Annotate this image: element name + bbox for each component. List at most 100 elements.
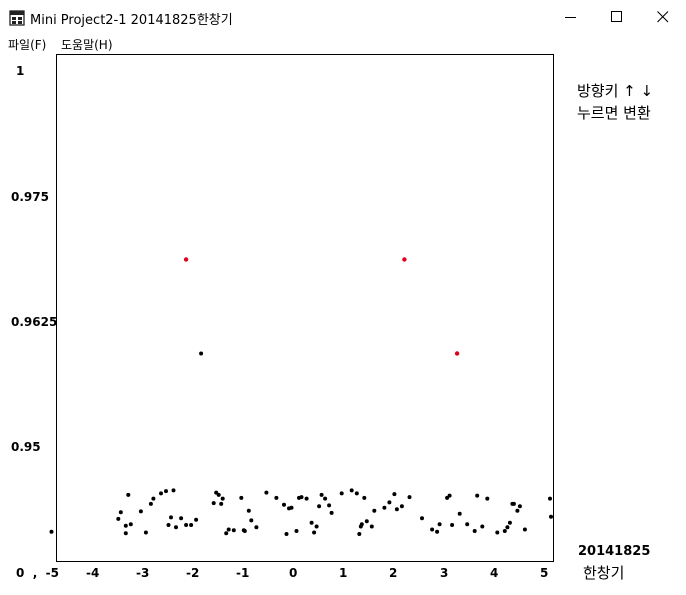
data-point (174, 525, 178, 530)
data-point (116, 516, 121, 521)
x-tick-label: -3 (136, 566, 150, 580)
data-point (339, 491, 344, 496)
data-point (327, 503, 332, 508)
data-point (171, 488, 176, 493)
data-point (126, 492, 131, 497)
data-point (159, 491, 163, 496)
data-point (485, 496, 490, 501)
data-point (189, 523, 194, 527)
data-point (354, 491, 359, 496)
data-point (211, 501, 216, 506)
student-id: 20141825 (578, 544, 651, 559)
data-point (372, 508, 377, 513)
plot-frame (56, 54, 554, 562)
data-point (495, 530, 500, 535)
data-point (246, 508, 251, 513)
data-point (394, 507, 399, 512)
data-point (399, 504, 404, 509)
highlight-point (402, 257, 407, 262)
data-point (118, 510, 123, 515)
data-point (329, 510, 334, 515)
data-point (314, 524, 319, 529)
data-point (138, 509, 143, 514)
data-point (179, 516, 184, 521)
data-point (224, 531, 229, 536)
data-point (407, 495, 412, 500)
student-name: 한창기 (583, 564, 625, 582)
data-point (472, 529, 477, 533)
data-point (392, 492, 397, 497)
window-title: Mini Project2-1 20141825한창기 (30, 13, 233, 28)
data-point (359, 522, 364, 527)
data-point (239, 495, 244, 500)
data-point (148, 501, 153, 506)
x-tick-label: 5 (540, 566, 549, 580)
highlight-point (454, 351, 460, 356)
y-tick-label: 0.975 (11, 190, 49, 204)
minimize-icon (565, 17, 576, 18)
x-tick-label: 2 (389, 566, 398, 580)
data-point (199, 351, 204, 356)
data-point (169, 515, 173, 520)
maximize-button[interactable] (594, 0, 640, 34)
data-point (502, 529, 507, 533)
data-point (364, 519, 369, 524)
data-point (216, 492, 221, 497)
data-point (312, 530, 317, 535)
data-point (128, 522, 133, 527)
x-tick-label: -1 (236, 566, 250, 580)
client-area (0, 54, 686, 595)
data-point (289, 505, 294, 510)
x-tick-label: -4 (86, 566, 100, 580)
app-icon (9, 10, 25, 26)
data-point (264, 490, 269, 495)
data-point (369, 524, 374, 529)
hint-line-1: 방향키 ↑ ↓ (577, 82, 654, 100)
data-point (430, 527, 435, 532)
menu-help[interactable]: 도움말(H) (61, 38, 113, 52)
x-tick-label: -2 (186, 566, 200, 580)
data-point (548, 496, 552, 501)
close-button[interactable] (640, 0, 686, 34)
data-point (317, 504, 322, 509)
data-point (511, 501, 516, 506)
data-point (282, 502, 286, 507)
data-point (184, 523, 189, 527)
data-point (249, 518, 254, 523)
data-point (226, 527, 231, 532)
data-point (194, 517, 199, 522)
data-point (123, 531, 128, 536)
menu-file[interactable]: 파일(F) (8, 38, 47, 52)
data-point (507, 520, 512, 525)
x-tick-label: 4 (490, 566, 499, 580)
data-point (549, 514, 553, 519)
data-point (309, 520, 314, 525)
data-point (319, 492, 324, 497)
data-point (435, 529, 440, 534)
data-point (357, 532, 362, 536)
data-point (465, 522, 470, 527)
maximize-icon (611, 11, 622, 22)
data-point (382, 505, 387, 510)
data-point (143, 530, 148, 535)
data-point (299, 495, 304, 500)
data-point (362, 495, 367, 500)
data-point (254, 525, 259, 530)
x-tick-label: 1 (339, 566, 348, 580)
data-point (349, 488, 354, 493)
data-point (151, 496, 156, 501)
data-point (437, 522, 442, 527)
data-point (166, 523, 171, 527)
data-point (450, 523, 455, 527)
x-tick-label: 0 , -5 (16, 566, 59, 580)
minimize-button[interactable] (548, 0, 594, 34)
data-point (284, 532, 289, 536)
data-point (457, 511, 462, 516)
x-tick-label: 3 (440, 566, 449, 580)
data-point (220, 496, 225, 501)
data-point (231, 528, 236, 533)
data-point (522, 527, 527, 532)
data-point (517, 504, 522, 509)
data-point (323, 496, 328, 501)
